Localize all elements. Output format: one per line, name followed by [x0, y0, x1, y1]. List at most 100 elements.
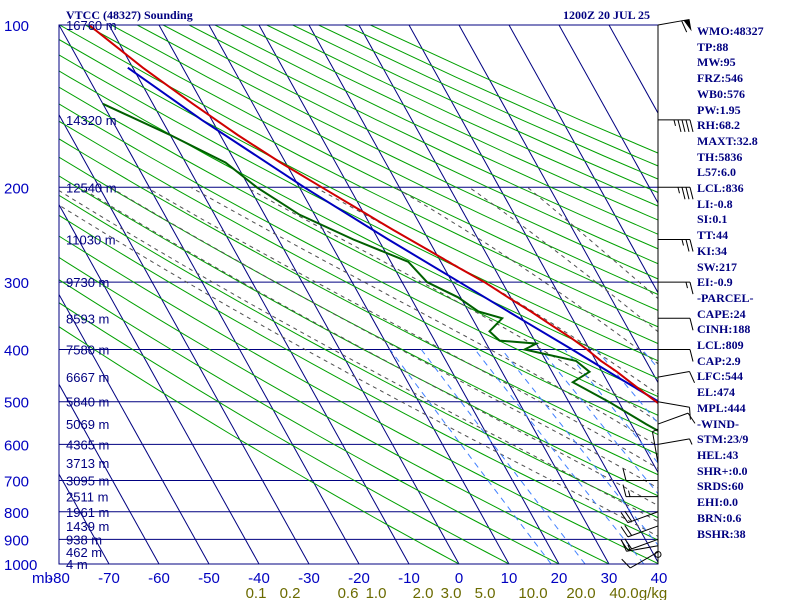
height-label: 9730 m	[66, 275, 109, 290]
pressure-tick-label: 300	[4, 275, 29, 292]
index-line: EI:-0.9	[697, 275, 733, 290]
isotherm	[558, 25, 658, 204]
wind-barb-half-flag	[627, 544, 631, 551]
isotherm	[59, 25, 360, 564]
temperature-tick-label: 30	[601, 570, 618, 587]
mixing-ratio-line	[389, 349, 552, 564]
isotherm	[308, 25, 610, 564]
pressure-tick-label: 800	[4, 505, 29, 522]
moist-adiabat	[79, 186, 658, 507]
temperature-tick-label: 0	[455, 570, 463, 587]
dry-adiabat	[59, 70, 658, 379]
height-label: 5840 m	[66, 395, 109, 410]
indices-panel: WMO:48327 TP:88 MW:95 FRZ:546 WB0:576 PW:1.95…	[697, 24, 797, 542]
wind-barb-flag	[620, 512, 629, 523]
index-line: KI:34	[697, 243, 727, 258]
wind-barb-flag	[689, 239, 694, 252]
temperature-tick-label: 10	[501, 570, 518, 587]
wind-barb	[627, 511, 659, 524]
pressure-tick-label: 700	[4, 474, 29, 491]
wind-barbs	[620, 18, 696, 569]
dry-adiabat	[85, 25, 658, 311]
mixing-ratio-line	[540, 349, 658, 495]
dry-adiabat	[162, 25, 658, 265]
dry-adiabat	[59, 120, 658, 436]
index-line: WMO:48327	[697, 24, 764, 38]
mixing-ratio-label: 0.6	[338, 585, 359, 600]
index-line: FRZ:546	[697, 71, 743, 86]
height-label: 1439 m	[66, 519, 109, 534]
dry-adiabat	[59, 175, 658, 497]
mixing-ratio-label: 1.0	[366, 585, 387, 600]
mixing-ratio-label: 40.0	[609, 585, 638, 600]
index-line: MAXT:32.8	[697, 133, 758, 148]
wind-barb-flag	[624, 510, 633, 522]
index-line: MPL:444	[697, 400, 746, 415]
index-line: PW:1.95	[697, 102, 741, 117]
temperature-trace	[88, 25, 658, 405]
wind-barb	[657, 371, 690, 378]
temperature-tick-label: -60	[148, 570, 170, 587]
dewpoint-trace	[102, 102, 658, 432]
wind-barb-flag	[689, 318, 694, 331]
wind-barb-flag	[689, 407, 691, 420]
index-line: LI:-0.8	[697, 196, 733, 211]
temperature-tick-label: -30	[298, 570, 320, 587]
pressure-tick-label: 100	[4, 18, 29, 35]
chart-title: VTCC (48327) Sounding	[66, 8, 193, 22]
height-label: 3713 m	[66, 456, 109, 471]
temperature-tick-label: -80	[48, 570, 70, 587]
pressure-tick-label: 900	[4, 532, 29, 549]
wind-barb-flag	[622, 484, 627, 497]
moist-adiabat	[146, 186, 658, 469]
pressure-tick-label: 600	[4, 437, 29, 454]
index-line: BSHR:38	[697, 526, 746, 541]
dry-adiabat	[59, 256, 611, 564]
index-line: EHI:0.0	[697, 495, 739, 510]
wind-barb-flag	[681, 119, 686, 133]
index-line: LFC:544	[697, 369, 743, 384]
mixing-ratio-line	[420, 349, 586, 564]
dry-adiabat	[188, 25, 658, 250]
index-line: STM:23/9	[697, 432, 749, 447]
wind-barb-flag	[620, 526, 629, 538]
dry-adiabat	[59, 54, 658, 362]
wind-barb-flag	[624, 538, 633, 550]
temperature-tick-label: -10	[398, 570, 420, 587]
pressure-tick-label: 400	[4, 343, 29, 360]
temperature-tick-label: -70	[98, 570, 120, 587]
index-line: TT:44	[697, 228, 729, 243]
dry-adiabat	[111, 25, 658, 296]
background-grid	[59, 25, 658, 564]
mixing-ratio-line	[596, 349, 658, 425]
pressure-tick-label: 200	[4, 180, 29, 197]
wind-barb-flag	[685, 119, 690, 133]
dry-adiabat	[59, 86, 658, 398]
dry-adiabat	[59, 279, 561, 564]
pressure-tick-label: 500	[4, 395, 29, 412]
isotherm	[59, 203, 260, 564]
dry-adiabat	[59, 138, 658, 455]
index-line: TH:5836	[697, 149, 743, 164]
sounding-traces	[88, 25, 658, 432]
dry-adiabat	[59, 326, 461, 564]
isotherm	[408, 25, 658, 474]
temperature-tick-label: -50	[198, 570, 220, 587]
temperature-tick-label: -40	[248, 570, 270, 587]
wind-barb-flag	[687, 412, 696, 424]
index-line: WB0:576	[697, 86, 745, 101]
mixing-ratio-label: 0.1	[246, 585, 267, 600]
temperature-tick-label: -20	[348, 570, 370, 587]
mixing-ratio-label: 2.0	[413, 585, 434, 600]
wind-barb-flag	[689, 282, 694, 295]
dry-adiabat	[59, 38, 658, 345]
index-line: HEL:43	[697, 447, 739, 462]
temperature-tick-label: 40	[651, 570, 668, 587]
height-label: 1961 m	[66, 505, 109, 520]
wind-barb-flag	[677, 119, 682, 133]
index-line: BRN:0.6	[697, 510, 742, 525]
isotherm	[59, 383, 160, 564]
wind-barb-flag	[681, 20, 688, 33]
wind-barb-half-flag	[652, 428, 659, 433]
height-label: 4365 m	[66, 437, 109, 452]
